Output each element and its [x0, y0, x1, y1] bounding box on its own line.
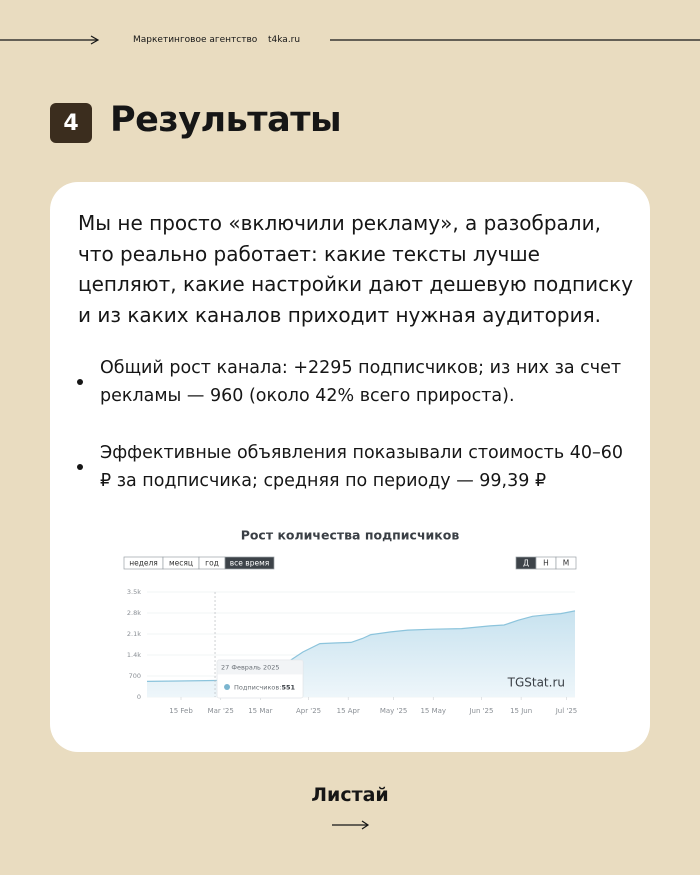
- tooltip-date: 27 Февраль 2025: [221, 664, 279, 672]
- x-tick-label: 15 Feb: [169, 707, 193, 715]
- bullet-text: Эффективные объявления показывали стоимо…: [100, 443, 624, 491]
- chart-title: Рост количества подписчиков: [241, 528, 460, 543]
- range-button-label[interactable]: месяц: [169, 559, 193, 568]
- y-tick-label: 700: [129, 672, 141, 680]
- section-number: 4: [50, 103, 92, 143]
- x-tick-label: May '25: [380, 707, 408, 715]
- tooltip-label: Подписчиков:: [234, 684, 281, 692]
- cta[interactable]: Листай: [311, 784, 389, 806]
- bullet-dot: [77, 379, 83, 385]
- area: [147, 610, 575, 697]
- intro-text: Мы не просто «включили рекламу», а разоб…: [78, 211, 634, 327]
- y-tick-label: 3.5k: [127, 588, 141, 596]
- agency: Маркетинговое агентство: [133, 35, 258, 45]
- range-button-label[interactable]: все время: [230, 559, 270, 568]
- x-tick-label: 15 Mar: [248, 707, 272, 715]
- x-tick-label: Jul '25: [555, 707, 578, 715]
- range-button-label[interactable]: Д: [523, 559, 529, 568]
- x-tick-label: Jun '25: [468, 707, 493, 715]
- range-button-label[interactable]: год: [205, 559, 219, 568]
- x-tick-label: 15 Apr: [337, 707, 360, 715]
- bullet-dot: [77, 464, 83, 470]
- x-tick-label: 15 May: [420, 707, 446, 715]
- x-tick-label: 15 Jun: [510, 707, 532, 715]
- x-tick-label: Mar '25: [208, 707, 234, 715]
- range-button-label[interactable]: неделя: [129, 559, 158, 568]
- tooltip-marker: [224, 684, 231, 690]
- y-tick-label: 2.1k: [127, 630, 141, 638]
- range-button[interactable]: [555, 556, 577, 570]
- tooltip-header: [217, 660, 303, 675]
- range-button-label[interactable]: М: [563, 559, 569, 568]
- watermark: TGStat.ru: [507, 676, 565, 690]
- tooltip-value: 551: [281, 684, 295, 692]
- y-tick-label: 2.8k: [127, 609, 141, 617]
- range-button-label[interactable]: Н: [543, 559, 549, 568]
- range-button[interactable]: [224, 556, 275, 570]
- header-arrow: [90, 35, 100, 45]
- x-tick-label: Apr '25: [296, 707, 321, 715]
- section-title: Результаты: [110, 100, 342, 140]
- bullet-text: Общий рост канала: +2295 подписчиков; из…: [100, 358, 622, 406]
- y-tick-label: 0: [137, 693, 141, 701]
- site: t4ka.ru: [268, 35, 301, 45]
- y-tick-label: 1.4k: [127, 651, 141, 659]
- cta-arrow[interactable]: [330, 818, 370, 832]
